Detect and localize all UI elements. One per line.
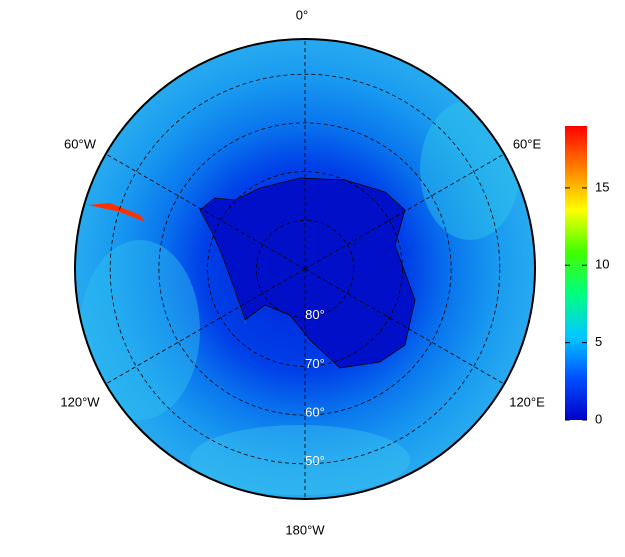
longitude-label: 120°E xyxy=(509,394,545,409)
colorbar-tick-label: 10 xyxy=(595,257,609,272)
longitude-label: 120°W xyxy=(60,394,100,409)
field-patch xyxy=(420,100,520,240)
latitude-label: 50° xyxy=(305,453,325,468)
latitude-label: 80° xyxy=(305,307,325,322)
meridian xyxy=(105,268,306,385)
latitude-circle xyxy=(158,122,452,416)
longitude-label: 60°E xyxy=(513,136,542,151)
colorbar-tick-label: 15 xyxy=(595,179,609,194)
field-patch xyxy=(190,425,410,495)
latitude-circle xyxy=(109,73,501,465)
latitude-label: 70° xyxy=(305,356,325,371)
meridian xyxy=(304,153,505,270)
colorbar xyxy=(565,126,587,420)
graticule xyxy=(105,39,505,499)
colorbar-tick-label: 5 xyxy=(595,334,602,349)
latitude-label: 60° xyxy=(305,405,325,420)
meridian xyxy=(304,268,505,385)
high-value-patch xyxy=(88,203,145,222)
longitude-label: 0° xyxy=(296,7,308,22)
field-patch xyxy=(80,240,200,420)
latitude-circle xyxy=(255,219,355,319)
longitude-label: 60°W xyxy=(64,136,97,151)
map-border xyxy=(74,38,536,500)
longitude-label: 180°W xyxy=(285,522,325,537)
colorbar-tick-label: 0 xyxy=(595,411,602,426)
meridian xyxy=(105,153,306,270)
latitude-circle xyxy=(207,171,403,367)
